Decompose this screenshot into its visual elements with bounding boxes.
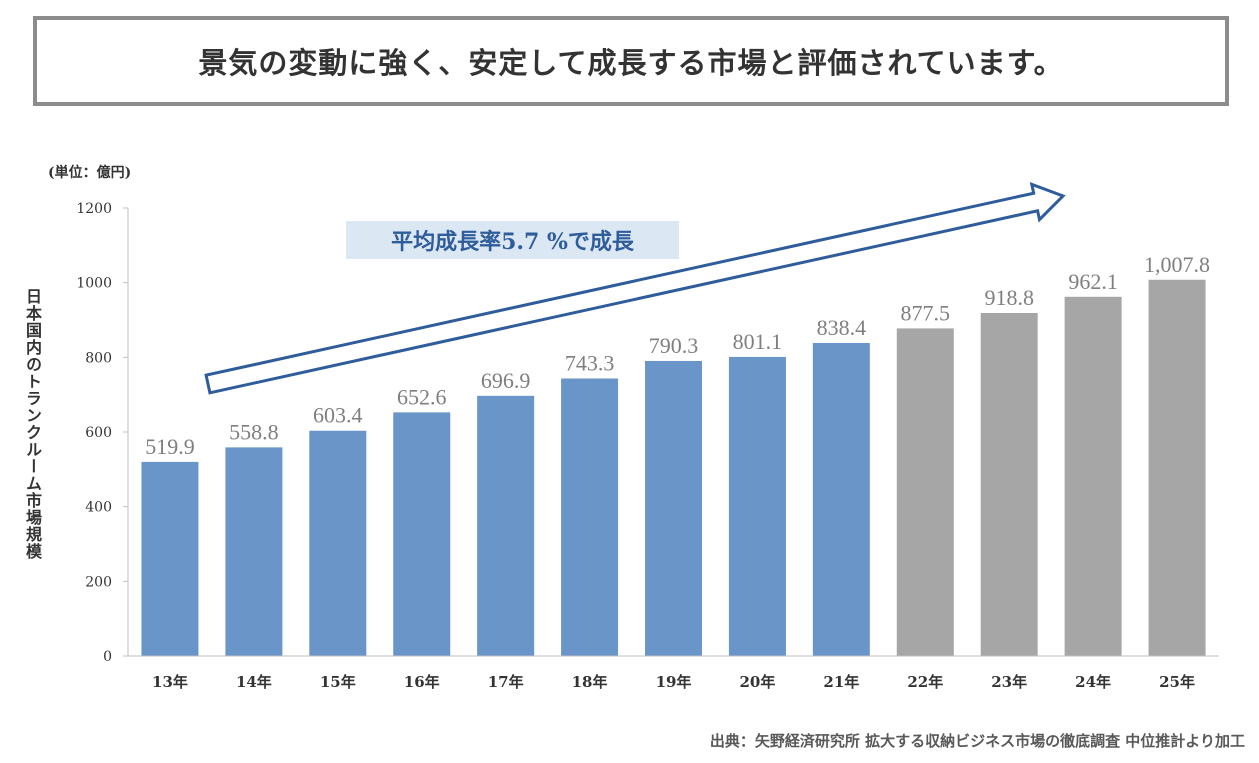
y-tick-label: 1000: [76, 276, 112, 292]
x-tick-label: 24年: [1075, 673, 1111, 691]
y-tick-label: 600: [85, 425, 112, 441]
x-tick-label: 23年: [991, 673, 1027, 691]
growth-arrow: [204, 182, 1066, 395]
bar-actual: [477, 395, 535, 656]
y-tick-label: 200: [85, 574, 112, 590]
x-tick-label: 22年: [907, 673, 943, 691]
headline-box: 景気の変動に強く、安定して成長する市場と評価されています。: [33, 16, 1229, 106]
bar-data-label: 558.8: [229, 419, 279, 444]
bar-actual: [812, 342, 870, 656]
y-tick-label: 0: [103, 649, 112, 665]
bar-data-label: 838.4: [817, 315, 867, 340]
y-tick-label: 800: [85, 350, 112, 366]
bar-forecast: [1064, 296, 1122, 656]
bar-data-label: 790.3: [649, 333, 699, 358]
growth-rate-text: 平均成長率5.7 %で成長: [391, 229, 634, 255]
x-tick-label: 13年: [152, 673, 188, 691]
x-tick-label: 17年: [488, 673, 524, 691]
bar-data-label: 877.5: [901, 300, 951, 325]
axes-layer: 0 200 400 600 800 1000 1200 13年 14年 15年 16年 17年 18年 1…: [76, 201, 1219, 691]
bar-actual: [225, 447, 283, 656]
x-tick-label: 21年: [823, 673, 859, 691]
bars-layer: [141, 279, 1206, 656]
y-tick-label: 400: [85, 500, 112, 516]
bar-data-label: 603.4: [313, 403, 363, 428]
x-tick-label: 15年: [320, 673, 356, 691]
data-labels-layer: 519.9 558.8 603.4 652.6 696.9 743.3 790.3 801.1…: [145, 252, 1210, 459]
x-tick-label: 20年: [739, 673, 775, 691]
bar-data-label: 652.6: [397, 384, 447, 409]
x-tick-label: 18年: [572, 673, 608, 691]
bar-forecast: [1148, 279, 1206, 656]
bar-actual: [309, 430, 367, 656]
x-tick-label: 16年: [404, 673, 440, 691]
bar-actual: [141, 461, 199, 656]
bar-data-label: 696.9: [481, 368, 531, 393]
bar-data-label: 519.9: [145, 434, 195, 459]
unit-label: (単位：億円): [48, 165, 132, 181]
y-tick-label: 1200: [76, 201, 112, 217]
bar-actual: [645, 360, 702, 656]
x-tick-label: 14年: [236, 673, 272, 691]
bar-actual: [561, 378, 619, 656]
growth-arrow-layer: [204, 182, 1066, 395]
bar-data-label: 1,007.8: [1144, 252, 1210, 277]
headline-text: 景気の変動に強く、安定して成長する市場と評価されています。: [198, 46, 1064, 80]
growth-rate-callout: 平均成長率5.7 %で成長: [346, 221, 679, 259]
bar-forecast: [980, 312, 1038, 656]
bar-actual: [393, 412, 451, 656]
x-tick-label: 19年: [656, 673, 692, 691]
bar-data-label: 918.8: [984, 285, 1034, 310]
bar-data-label: 743.3: [565, 351, 615, 376]
bar-forecast: [896, 328, 954, 656]
source-note: 出典：矢野経済研究所 拡大する収納ビジネス市場の徹底調査 中位推計より加工: [709, 732, 1245, 750]
x-tick-label: 25年: [1159, 673, 1195, 691]
bar-actual: [728, 356, 786, 656]
y-axis-title: 日本国内のトランクルーム市場規模: [23, 288, 42, 560]
bar-data-label: 962.1: [1068, 269, 1118, 294]
bar-data-label: 801.1: [733, 329, 783, 354]
